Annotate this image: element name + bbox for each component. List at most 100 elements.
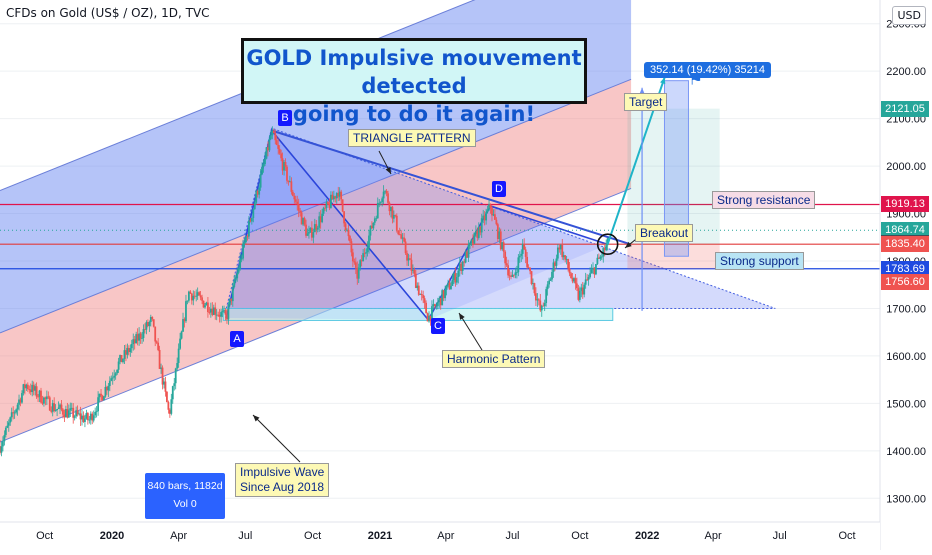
- candle-body: [353, 261, 356, 263]
- candle-body: [129, 348, 132, 353]
- candle-body: [60, 404, 63, 410]
- harmonic-fill-1: [226, 130, 429, 320]
- candle-body: [6, 425, 9, 428]
- candle-body: [327, 201, 329, 204]
- harmonic-pattern-label: Harmonic Pattern: [442, 350, 546, 368]
- candle-body: [185, 301, 187, 322]
- candle-body: [391, 206, 394, 219]
- candle-body: [97, 397, 100, 412]
- candle-body: [496, 224, 499, 239]
- candle-body: [410, 259, 413, 271]
- candle-body: [248, 220, 250, 237]
- candle-body: [395, 215, 398, 231]
- candle-body: [388, 202, 391, 212]
- price-tag: 1756.60: [881, 273, 929, 290]
- candle-body: [0, 446, 3, 453]
- candle-body: [158, 349, 161, 369]
- candle-body: [21, 393, 23, 403]
- candle-body: [123, 350, 126, 359]
- channel-line: [0, 78, 632, 334]
- candle-body: [62, 409, 64, 415]
- candle-body: [548, 280, 550, 285]
- candle-body: [40, 390, 42, 403]
- candle-body: [217, 314, 220, 316]
- x-tick-label: Jul: [773, 530, 787, 542]
- candle-body: [321, 213, 324, 223]
- candle-body: [400, 234, 403, 239]
- candle-body: [278, 148, 281, 154]
- candle-body: [59, 404, 61, 408]
- candle-body: [66, 409, 69, 418]
- harmonic-arrow-head: [459, 313, 465, 320]
- candle-body: [526, 256, 529, 268]
- candle-body: [376, 202, 379, 219]
- candle-body: [494, 214, 496, 220]
- candle-body: [432, 304, 435, 307]
- candle-body: [524, 249, 527, 257]
- candle-body: [88, 419, 91, 421]
- candle-body: [549, 279, 552, 281]
- x-tick-label: Oct: [36, 530, 53, 542]
- candle-body: [25, 384, 28, 389]
- y-tick-label: 1500.00: [886, 398, 926, 410]
- point-a-label: A: [230, 331, 244, 347]
- candle-body: [286, 166, 288, 181]
- candle-body: [562, 255, 565, 258]
- candle-body: [215, 314, 218, 316]
- candle-body: [407, 258, 410, 261]
- candle-body: [565, 259, 568, 260]
- candle-body: [64, 409, 67, 418]
- candle-body: [18, 399, 20, 405]
- candle-body: [489, 204, 492, 209]
- candle-body: [362, 253, 365, 262]
- currency-button[interactable]: USD: [892, 6, 926, 25]
- candle-body: [92, 415, 95, 421]
- candle-body: [195, 295, 198, 297]
- candle-body: [463, 261, 466, 263]
- candle-body: [532, 283, 534, 284]
- candle-body: [483, 215, 486, 221]
- candle-body: [539, 300, 542, 311]
- candle-body: [166, 391, 168, 403]
- candle-body: [177, 348, 180, 364]
- candle-body: [168, 409, 171, 414]
- candle-body: [54, 410, 57, 411]
- candle-body: [571, 278, 574, 282]
- candle-body: [13, 412, 16, 414]
- strong-support-label: Strong support: [715, 252, 804, 270]
- candle-body: [72, 407, 75, 418]
- candle-body: [19, 399, 22, 403]
- candle-body: [356, 267, 359, 279]
- candle-body: [56, 409, 59, 411]
- impulsive-wave-line2: Since Aug 2018: [240, 480, 325, 494]
- symbol-header: CFDs on Gold (US$ / OZ), 1D, TVC: [6, 6, 210, 20]
- candle-body: [308, 231, 310, 234]
- candle-body: [186, 300, 189, 302]
- candle-body: [86, 413, 89, 421]
- candle-body: [240, 258, 243, 260]
- candle-body: [425, 302, 427, 314]
- candle-body: [306, 233, 309, 236]
- candle-body: [363, 253, 366, 254]
- impulsive-wave-line1: Impulsive Wave: [240, 465, 325, 479]
- candle-body: [472, 239, 474, 244]
- breakout-arrow-head: [625, 241, 632, 248]
- candle-body: [330, 194, 332, 208]
- candle-body: [76, 410, 79, 415]
- candle-body: [214, 307, 217, 315]
- candle-body: [290, 181, 293, 192]
- candle-body: [599, 256, 602, 259]
- candle-body: [107, 386, 110, 391]
- candle-body: [325, 201, 328, 209]
- y-tick-label: 1300.00: [886, 493, 926, 505]
- candle-body: [366, 247, 369, 253]
- candle-body: [369, 225, 372, 236]
- candle-body: [43, 397, 45, 404]
- candle-body: [469, 242, 471, 245]
- candle-body: [584, 279, 587, 285]
- candle-body: [81, 415, 83, 420]
- candle-body: [48, 397, 51, 411]
- candle-body: [125, 350, 127, 355]
- candle-body: [23, 384, 26, 389]
